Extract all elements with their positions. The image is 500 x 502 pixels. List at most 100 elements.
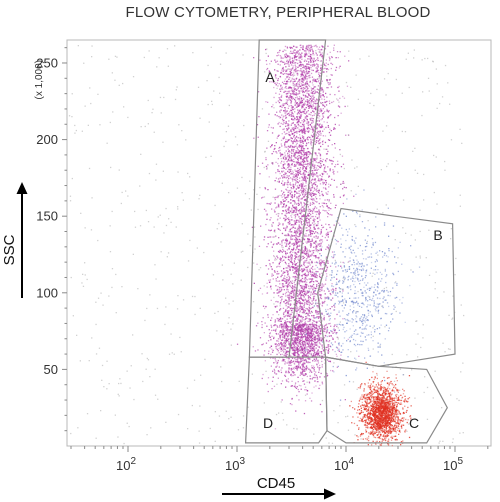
event-dot (277, 370, 280, 372)
event-dot (316, 68, 318, 70)
event-dot (284, 90, 286, 92)
event-dot (338, 124, 340, 126)
event-dot (282, 57, 284, 59)
event-dot (321, 239, 323, 241)
event-dot (312, 135, 314, 137)
event-dot (316, 363, 318, 365)
event-dot (270, 202, 272, 204)
event-dot (298, 324, 300, 326)
event-dot (289, 202, 292, 204)
event-dot (315, 153, 317, 155)
event-dot (305, 373, 307, 375)
event-dot (310, 349, 312, 351)
event-dot (323, 284, 325, 286)
event-dot (310, 143, 312, 145)
event-dot (270, 338, 272, 341)
event-dot (307, 55, 310, 57)
event-dot (314, 380, 316, 382)
event-dot (317, 221, 319, 223)
event-dot (306, 96, 308, 98)
event-dot (323, 128, 325, 130)
event-dot (300, 285, 302, 287)
event-dot (325, 148, 327, 150)
event-dot (291, 266, 293, 268)
event-dot (318, 209, 320, 211)
event-dot (305, 369, 308, 371)
event-dot (291, 178, 293, 180)
event-dot (327, 262, 329, 264)
event-dot (281, 327, 283, 329)
event-dot (310, 142, 312, 144)
event-dot (322, 357, 324, 359)
event-dot (276, 289, 278, 291)
event-dot (325, 104, 328, 106)
event-dot (293, 282, 295, 284)
event-dot (284, 122, 287, 125)
event-dot (280, 122, 282, 125)
event-dot (282, 342, 284, 345)
event-dot (295, 151, 298, 153)
event-dot (291, 173, 293, 175)
event-dot (328, 56, 330, 58)
event-dot (282, 313, 285, 315)
event-dot (309, 326, 311, 328)
event-dot (287, 265, 289, 267)
event-dot (286, 76, 288, 79)
event-dot (288, 160, 291, 162)
event-dot (313, 286, 315, 288)
event-dot (287, 163, 289, 166)
event-dot (305, 389, 308, 391)
event-dot (331, 214, 333, 216)
event-dot (296, 352, 299, 355)
event-dot (312, 52, 314, 54)
event-dot (281, 246, 283, 248)
event-dot (297, 123, 300, 125)
event-dot (291, 254, 293, 256)
event-dot (313, 228, 315, 230)
event-dot (288, 234, 290, 237)
event-dot (282, 193, 284, 195)
event-dot (283, 200, 285, 203)
event-dot (284, 174, 286, 176)
event-dot (320, 263, 322, 265)
event-dot (333, 224, 335, 226)
event-dot (292, 294, 295, 296)
event-dot (311, 392, 313, 394)
event-dot (293, 88, 295, 91)
event-dot (291, 398, 293, 400)
event-dot (300, 75, 302, 78)
event-dot (305, 332, 307, 334)
event-dot (301, 348, 303, 350)
event-dot (281, 67, 284, 70)
event-dot (317, 140, 320, 142)
event-dot (290, 374, 292, 376)
event-dot (284, 45, 287, 48)
event-dot (304, 103, 306, 105)
event-dot (315, 141, 318, 144)
event-dot (334, 143, 336, 145)
event-dot (312, 163, 314, 165)
event-dot (287, 311, 289, 313)
event-dot (272, 262, 274, 264)
event-dot (328, 290, 330, 292)
event-dot (301, 189, 303, 191)
event-dot (327, 346, 329, 348)
event-dot (308, 93, 310, 95)
event-dot (340, 354, 342, 356)
event-dot (282, 326, 284, 328)
event-dot (303, 66, 305, 69)
event-dot (304, 52, 306, 55)
event-dot (283, 313, 285, 316)
event-dot (291, 338, 293, 340)
event-dot (302, 150, 304, 152)
event-dot (283, 184, 285, 187)
event-dot (310, 44, 312, 46)
event-dot (332, 292, 334, 294)
event-dot (297, 329, 300, 331)
event-dot (306, 292, 308, 294)
event-dot (293, 132, 296, 134)
event-dot (312, 84, 314, 86)
event-dot (295, 46, 297, 48)
event-dot (298, 244, 301, 246)
event-dot (271, 348, 273, 350)
